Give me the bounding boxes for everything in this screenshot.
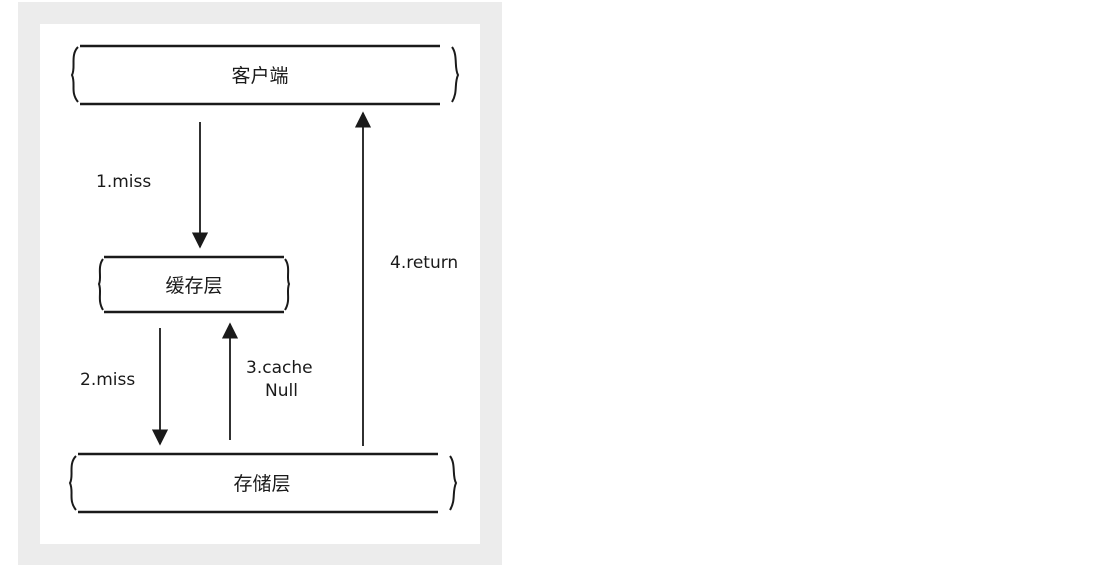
cache-null-label-line2: Null — [265, 381, 298, 401]
return-label: 4.return — [390, 253, 458, 273]
cache-null-label-line1: 3.cache — [246, 358, 313, 378]
storage-layer-label: 存储层 — [233, 473, 290, 495]
cache-layer-label: 缓存层 — [165, 275, 222, 297]
storage-layer-box: 存储层 — [68, 452, 458, 514]
client-layer-box: 客户端 — [70, 44, 460, 106]
cache-layer-box: 缓存层 — [97, 255, 291, 314]
miss1-label: 1.miss — [96, 172, 151, 192]
client-layer-label: 客户端 — [231, 65, 288, 87]
diagram-canvas — [40, 24, 480, 544]
miss2-label: 2.miss — [80, 370, 135, 390]
